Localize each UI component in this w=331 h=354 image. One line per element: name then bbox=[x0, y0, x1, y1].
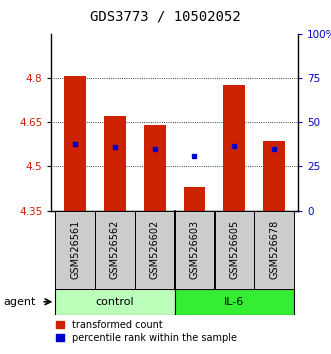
Bar bbox=[175, 211, 214, 289]
Text: IL-6: IL-6 bbox=[224, 297, 244, 307]
Text: agent: agent bbox=[3, 297, 36, 307]
Bar bbox=[64, 76, 86, 211]
Bar bbox=[223, 85, 245, 211]
Text: GSM526561: GSM526561 bbox=[70, 220, 80, 279]
Legend: transformed count, percentile rank within the sample: transformed count, percentile rank withi… bbox=[56, 320, 237, 343]
Text: GSM526603: GSM526603 bbox=[189, 220, 200, 279]
Text: GSM526678: GSM526678 bbox=[269, 220, 279, 279]
Bar bbox=[55, 289, 175, 315]
Bar bbox=[95, 211, 135, 289]
Bar bbox=[104, 116, 126, 211]
Bar bbox=[214, 211, 254, 289]
Text: GSM526602: GSM526602 bbox=[150, 220, 160, 279]
Bar bbox=[175, 289, 294, 315]
Bar bbox=[144, 125, 166, 211]
Bar bbox=[184, 187, 206, 211]
Bar bbox=[254, 211, 294, 289]
Bar bbox=[55, 211, 95, 289]
Bar bbox=[135, 211, 174, 289]
Bar bbox=[263, 141, 285, 211]
Text: GDS3773 / 10502052: GDS3773 / 10502052 bbox=[90, 9, 241, 23]
Text: GSM526605: GSM526605 bbox=[229, 220, 239, 279]
Text: GSM526562: GSM526562 bbox=[110, 220, 120, 279]
Text: control: control bbox=[96, 297, 134, 307]
